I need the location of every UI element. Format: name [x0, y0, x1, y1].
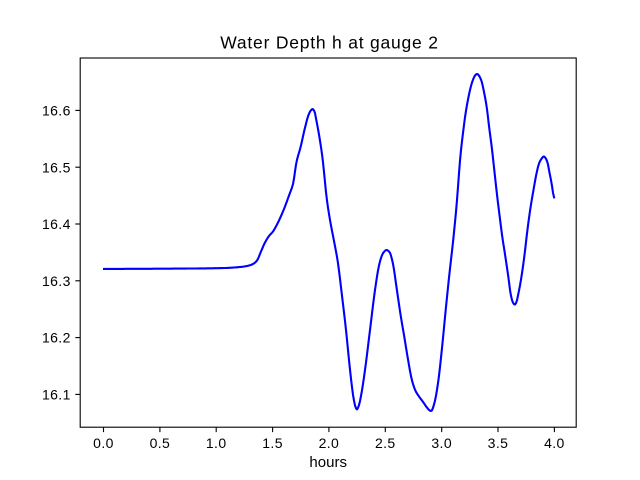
svg-text:16.5: 16.5: [42, 159, 71, 175]
svg-text:0.0: 0.0: [93, 435, 114, 451]
svg-text:1.0: 1.0: [206, 435, 227, 451]
svg-text:1.5: 1.5: [262, 435, 283, 451]
svg-text:2.0: 2.0: [319, 435, 340, 451]
svg-text:16.4: 16.4: [42, 216, 71, 232]
svg-text:16.2: 16.2: [42, 330, 71, 346]
svg-text:16.3: 16.3: [42, 273, 71, 289]
svg-text:16.1: 16.1: [42, 387, 71, 403]
svg-text:3.0: 3.0: [431, 435, 452, 451]
svg-text:3.5: 3.5: [488, 435, 509, 451]
svg-text:hours: hours: [309, 454, 347, 471]
svg-text:2.5: 2.5: [375, 435, 396, 451]
svg-text:0.5: 0.5: [150, 435, 171, 451]
svg-text:4.0: 4.0: [544, 435, 565, 451]
svg-text:16.6: 16.6: [42, 103, 71, 119]
svg-text:Water Depth h at gauge 2: Water Depth h at gauge 2: [220, 32, 438, 52]
